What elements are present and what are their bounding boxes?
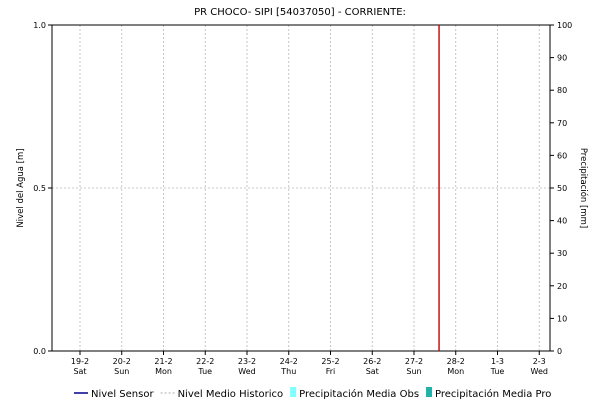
legend-item: Nivel Medio Historico	[160, 389, 284, 400]
y-right-tick-label: 10	[557, 314, 567, 323]
x-tick-day-label: Mon	[447, 367, 464, 376]
x-tick-date-label: 2-3	[533, 357, 546, 366]
legend-swatch-bar	[290, 387, 297, 397]
grid-lines	[52, 25, 550, 351]
x-tick-day-label: Sat	[366, 367, 379, 376]
y-right-tick-label: 100	[557, 21, 572, 30]
x-tick-day-label: Mon	[155, 367, 172, 376]
legend-item: Nivel Sensor	[74, 389, 154, 400]
x-tick-day-label: Thu	[280, 367, 296, 376]
x-tick-date-label: 23-2	[238, 357, 256, 366]
x-tick-date-label: 19-2	[71, 357, 89, 366]
legend-item: Precipitación Media Pro	[426, 387, 551, 400]
y-right-tick-label: 40	[557, 217, 567, 226]
y-right-tick-label: 70	[557, 119, 567, 128]
x-tick-day-label: Sun	[406, 367, 421, 376]
x-tick-date-label: 24-2	[280, 357, 298, 366]
x-tick-day-label: Sat	[73, 367, 86, 376]
x-axis-ticks: 19-2Sat20-2Sun21-2Mon22-2Tue23-2Wed24-2T…	[71, 351, 548, 376]
legend: Nivel Sensor Nivel Medio Historico Precipi…	[74, 387, 551, 400]
x-tick-day-label: Fri	[326, 367, 336, 376]
legend-item: Precipitación Media Obs	[290, 387, 419, 400]
x-tick-day-label: Tue	[490, 367, 505, 376]
y-right-tick-label: 20	[557, 282, 567, 291]
x-tick-date-label: 25-2	[321, 357, 339, 366]
x-tick-day-label: Wed	[238, 367, 255, 376]
y-right-axis-ticks: 0 10 20 30 40 50 60 70 80 90 100	[550, 21, 572, 356]
legend-label: Nivel Medio Historico	[178, 389, 284, 400]
y-left-axis-label: Nivel del Agua [m]	[16, 148, 26, 227]
legend-swatch-bar	[426, 387, 433, 397]
legend-label: Precipitación Media Obs	[299, 388, 419, 400]
legend-label: Nivel Sensor	[91, 389, 154, 400]
y-right-tick-label: 0	[557, 347, 562, 356]
y-right-tick-label: 80	[557, 86, 567, 95]
y-right-axis-label: Precipitación [mm]	[578, 148, 589, 228]
x-tick-date-label: 20-2	[113, 357, 131, 366]
y-left-axis-ticks: 0.0 0.5 1.0	[33, 21, 52, 356]
chart-title: PR CHOCO- SIPI [54037050] - CORRIENTE:	[194, 7, 406, 18]
y-left-tick-label: 0.5	[33, 184, 46, 193]
x-tick-day-label: Sun	[114, 367, 129, 376]
y-right-tick-label: 50	[557, 184, 567, 193]
y-left-tick-label: 1.0	[33, 21, 46, 30]
x-tick-date-label: 22-2	[196, 357, 214, 366]
legend-label: Precipitación Media Pro	[435, 388, 551, 400]
x-tick-day-label: Tue	[197, 367, 212, 376]
x-tick-day-label: Wed	[531, 367, 548, 376]
y-right-tick-label: 60	[557, 151, 567, 160]
y-left-tick-label: 0.0	[33, 347, 46, 356]
x-tick-date-label: 1-3	[491, 357, 504, 366]
y-right-tick-label: 90	[557, 54, 567, 63]
x-tick-date-label: 26-2	[363, 357, 381, 366]
x-tick-date-label: 28-2	[447, 357, 465, 366]
x-tick-date-label: 27-2	[405, 357, 423, 366]
x-tick-date-label: 21-2	[154, 357, 172, 366]
y-right-tick-label: 30	[557, 249, 567, 258]
